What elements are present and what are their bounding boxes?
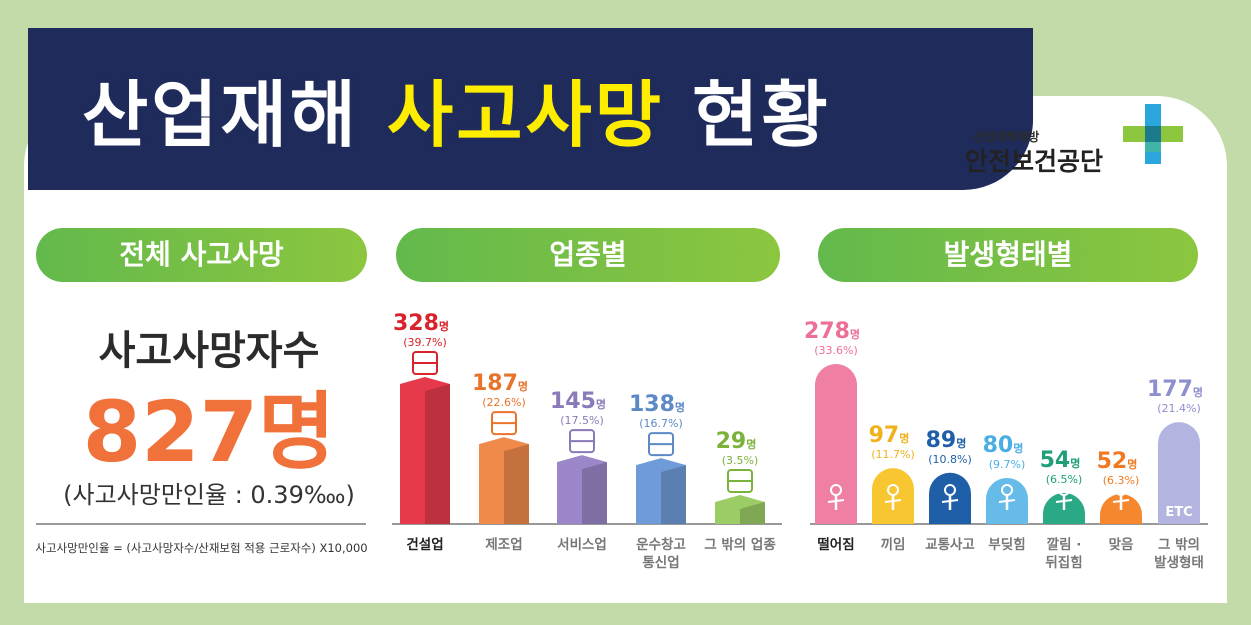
industry-category-label: 그 밖의 업종 [704,536,776,553]
industry-bar-side [582,462,607,524]
crush-icon [1055,484,1073,510]
type-value-label: 52명 [1097,449,1138,474]
struck-icon [1112,484,1130,510]
industry-percent-label: (17.5%) [560,414,604,427]
type-percent-label: (6.3%) [1103,474,1140,487]
industry-category-label: 서비스업 [557,537,607,553]
industry-bar-side [661,465,686,524]
caught-icon [884,484,902,510]
type-category-label: 발생형태 [1154,554,1204,571]
industry-bar-side [504,444,529,524]
type-category-label: 그 밖의 [1158,536,1200,553]
type-category-label: 교통사고 [925,537,975,553]
total-rate: (사고사망만인율 : 0.39‱) [63,481,355,509]
truck-icon [648,432,674,457]
divider [36,523,366,525]
industry-bar [715,502,740,524]
industry-percent-label: (3.5%) [722,454,759,467]
industry-value-label: 187명 [472,371,528,396]
industry-bar-group [715,469,765,524]
type-value-label: 177명 [1147,377,1203,402]
type-category-label: 깔림 · [1047,537,1082,553]
title-part2: 현황 [692,73,831,157]
industry-value-label: 29명 [716,429,757,454]
logo: 산업재해예방 안전보건공단 [965,104,1195,182]
total-count: 827명 [82,383,336,481]
crane-icon [412,351,438,375]
industry-bar-top [715,495,765,509]
industry-category-label: 운수창고 [636,536,686,553]
fall-icon [827,484,845,510]
collision-icon [998,484,1016,510]
title-banner: 산업재해 사고사망 현황 [28,28,1033,190]
type-percent-label: (10.8%) [928,453,972,466]
industry-value-label: 328명 [393,311,449,336]
title-highlight: 사고사망 [387,73,665,157]
industry-category-label: 통신업 [642,555,679,571]
factory-icon [491,411,517,436]
type-category-label: 뒤집힘 [1045,554,1082,571]
industry-bar-group [636,432,686,524]
industry-value-label: 145명 [550,389,606,414]
total-heading: 사고사망자수 [98,328,320,374]
traffic-icon [941,484,959,510]
industry-bar-group [400,351,450,524]
type-category-label: 부딪힘 [988,536,1025,553]
industry-category-label: 제조업 [485,537,522,553]
industry-bar [400,384,425,524]
logo-name: 안전보건공단 [965,147,1104,176]
type-value-label: 278명 [804,319,860,344]
type-percent-label: (11.7%) [871,448,915,461]
industry-bar-group [557,429,607,524]
industry-bar-side [425,384,450,524]
type-percent-label: (6.5%) [1046,473,1083,486]
logo-subtitle: 산업재해예방 [973,130,1040,144]
type-bar-etc-label: ETC [1165,505,1192,520]
industry-bar [636,465,661,524]
type-value-label: 80명 [983,433,1024,458]
section-industry-pill: 업종별 [396,228,780,282]
industry-percent-label: (16.7%) [639,417,683,430]
industry-bar [557,462,582,524]
industry-bar-top [479,437,529,452]
type-bar [815,364,857,524]
industry-value-label: 138명 [629,392,685,417]
industry-bar [479,444,504,524]
industry-bar-top [557,455,607,470]
industry-bar-side [740,502,765,524]
type-percent-label: (33.6%) [814,344,858,357]
etc-icon [727,469,753,493]
worker-icon [569,429,595,454]
type-category-label: 끼임 [881,537,906,553]
type-percent-label: (9.7%) [989,458,1026,471]
industry-category-label: 건설업 [406,536,443,553]
industry-percent-label: (39.7%) [403,336,447,349]
section-total-pill: 전체 사고사망 [36,228,367,282]
industry-percent-label: (22.6%) [482,396,526,409]
type-value-label: 54명 [1040,448,1081,473]
type-value-label: 89명 [926,428,967,453]
cross-logo-icon [1123,104,1183,164]
type-value-label: 97명 [869,423,910,448]
rate-formula: 사고사망만인율 = (사고사망자수/산재보험 적용 근로자수) X10,000 [35,541,368,555]
type-category-label: 떨어짐 [817,536,854,553]
industry-bar-top [636,458,686,473]
title-part1: 산업재해 [82,73,359,157]
etc-icon: ETC [1165,505,1192,520]
industry-bar-group [479,411,529,524]
section-type-pill: 발생형태별 [818,228,1198,282]
page-title: 산업재해 사고사망 현황 [82,56,831,161]
type-percent-label: (21.4%) [1157,402,1201,415]
industry-bar-top [400,377,450,391]
type-bar [1158,422,1200,524]
type-category-label: 맞음 [1109,536,1134,553]
